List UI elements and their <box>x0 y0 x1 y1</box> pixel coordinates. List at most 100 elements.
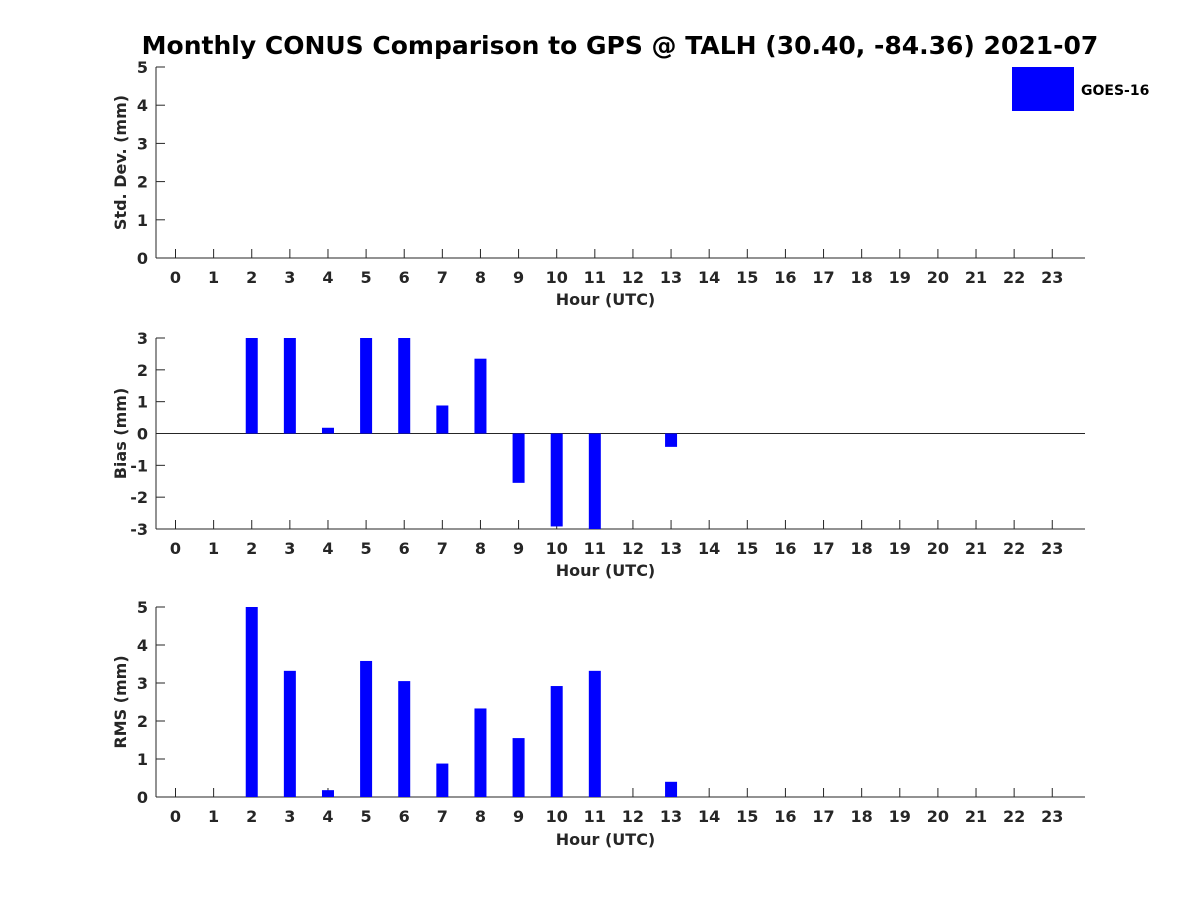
x-tick-label: 15 <box>736 807 758 826</box>
x-tick-label: 19 <box>889 807 911 826</box>
bar-rms-hour-3 <box>283 670 296 797</box>
x-tick-label: 3 <box>284 268 295 287</box>
y-tick-label: -3 <box>130 520 148 539</box>
x-tick-label: 15 <box>736 268 758 287</box>
x-tick-label: 22 <box>1003 268 1025 287</box>
bar-bias-hour-9 <box>512 433 525 483</box>
legend-swatch-goes16 <box>1012 67 1074 111</box>
bar-rms-hour-2 <box>245 607 258 797</box>
y-tick-label: 2 <box>137 173 148 192</box>
legend-label-goes16: GOES-16 <box>1081 83 1149 99</box>
bar-bias-hour-13 <box>665 433 678 447</box>
x-tick-label: 11 <box>584 807 606 826</box>
x-tick-label: 16 <box>774 807 796 826</box>
chart-title: Monthly CONUS Comparison to GPS @ TALH (… <box>142 31 1099 60</box>
y-tick-label: 3 <box>137 674 148 693</box>
x-tick-label: 21 <box>965 268 987 287</box>
x-tick-label: 2 <box>246 539 257 558</box>
x-tick-label: 14 <box>698 539 720 558</box>
bar-rms-hour-10 <box>550 686 563 797</box>
x-tick-label: 5 <box>361 539 372 558</box>
x-tick-label: 13 <box>660 807 682 826</box>
bar-bias-hour-6 <box>398 338 411 434</box>
x-tick-label: 23 <box>1041 807 1063 826</box>
y-tick-label: 5 <box>137 58 148 77</box>
x-tick-label: 2 <box>246 807 257 826</box>
x-tick-label: 20 <box>927 807 949 826</box>
x-tick-label: 2 <box>246 268 257 287</box>
x-tick-label: 5 <box>361 268 372 287</box>
x-tick-label: 3 <box>284 807 295 826</box>
bar-rms-hour-6 <box>398 681 411 797</box>
x-tick-label: 9 <box>513 268 524 287</box>
x-tick-label: 11 <box>584 539 606 558</box>
x-tick-label: 17 <box>812 807 834 826</box>
x-axis-label: Hour (UTC) <box>556 830 656 849</box>
x-tick-label: 6 <box>399 268 410 287</box>
bar-rms-hour-11 <box>588 670 601 797</box>
x-tick-label: 1 <box>208 268 219 287</box>
bar-rms-hour-7 <box>436 763 449 797</box>
y-tick-label: 0 <box>137 249 148 268</box>
x-axis-label: Hour (UTC) <box>556 561 656 580</box>
bar-bias-hour-11 <box>588 433 601 529</box>
x-axis-label: Hour (UTC) <box>556 290 656 309</box>
x-tick-label: 7 <box>437 807 448 826</box>
x-tick-label: 11 <box>584 268 606 287</box>
y-tick-label: 2 <box>137 361 148 380</box>
bar-rms-hour-8 <box>474 708 487 797</box>
x-tick-label: 18 <box>851 539 873 558</box>
bar-bias-hour-7 <box>436 405 449 434</box>
x-tick-label: 19 <box>889 539 911 558</box>
bar-bias-hour-10 <box>550 433 563 527</box>
y-tick-label: 1 <box>137 750 148 769</box>
y-tick-label: 5 <box>137 598 148 617</box>
x-tick-label: 12 <box>622 539 644 558</box>
x-tick-label: 9 <box>513 807 524 826</box>
x-tick-label: 22 <box>1003 807 1025 826</box>
x-tick-label: 8 <box>475 539 486 558</box>
x-tick-label: 1 <box>208 539 219 558</box>
bar-rms-hour-4 <box>321 790 334 797</box>
x-tick-label: 20 <box>927 539 949 558</box>
x-tick-label: 4 <box>322 539 333 558</box>
bar-rms-hour-9 <box>512 738 525 797</box>
bar-bias-hour-8 <box>474 358 487 434</box>
x-tick-label: 14 <box>698 807 720 826</box>
y-tick-label: -1 <box>130 456 148 475</box>
x-tick-label: 18 <box>851 807 873 826</box>
y-tick-label: 1 <box>137 211 148 230</box>
y-tick-label: 3 <box>137 134 148 153</box>
x-tick-label: 15 <box>736 539 758 558</box>
bar-rms-hour-5 <box>360 660 373 797</box>
y-tick-label: 0 <box>137 788 148 807</box>
x-tick-label: 13 <box>660 268 682 287</box>
y-axis-label: Std. Dev. (mm) <box>111 95 130 230</box>
x-tick-label: 0 <box>170 539 181 558</box>
y-tick-label: 1 <box>137 393 148 412</box>
y-tick-label: 0 <box>137 425 148 444</box>
x-tick-label: 10 <box>546 539 568 558</box>
x-tick-label: 23 <box>1041 539 1063 558</box>
x-tick-label: 17 <box>812 539 834 558</box>
bar-bias-hour-4 <box>321 427 334 434</box>
x-tick-label: 8 <box>475 807 486 826</box>
x-tick-label: 10 <box>546 807 568 826</box>
y-tick-label: 3 <box>137 329 148 348</box>
x-tick-label: 0 <box>170 268 181 287</box>
x-tick-label: 1 <box>208 807 219 826</box>
x-tick-label: 20 <box>927 268 949 287</box>
x-tick-label: 4 <box>322 807 333 826</box>
y-axis-label: Bias (mm) <box>111 388 130 480</box>
legend: GOES-16 <box>1012 67 1149 111</box>
x-tick-label: 16 <box>774 539 796 558</box>
bar-bias-hour-3 <box>283 338 296 434</box>
x-tick-label: 7 <box>437 539 448 558</box>
y-tick-label: -2 <box>130 488 148 507</box>
bar-bias-hour-5 <box>360 338 373 434</box>
x-tick-label: 7 <box>437 268 448 287</box>
